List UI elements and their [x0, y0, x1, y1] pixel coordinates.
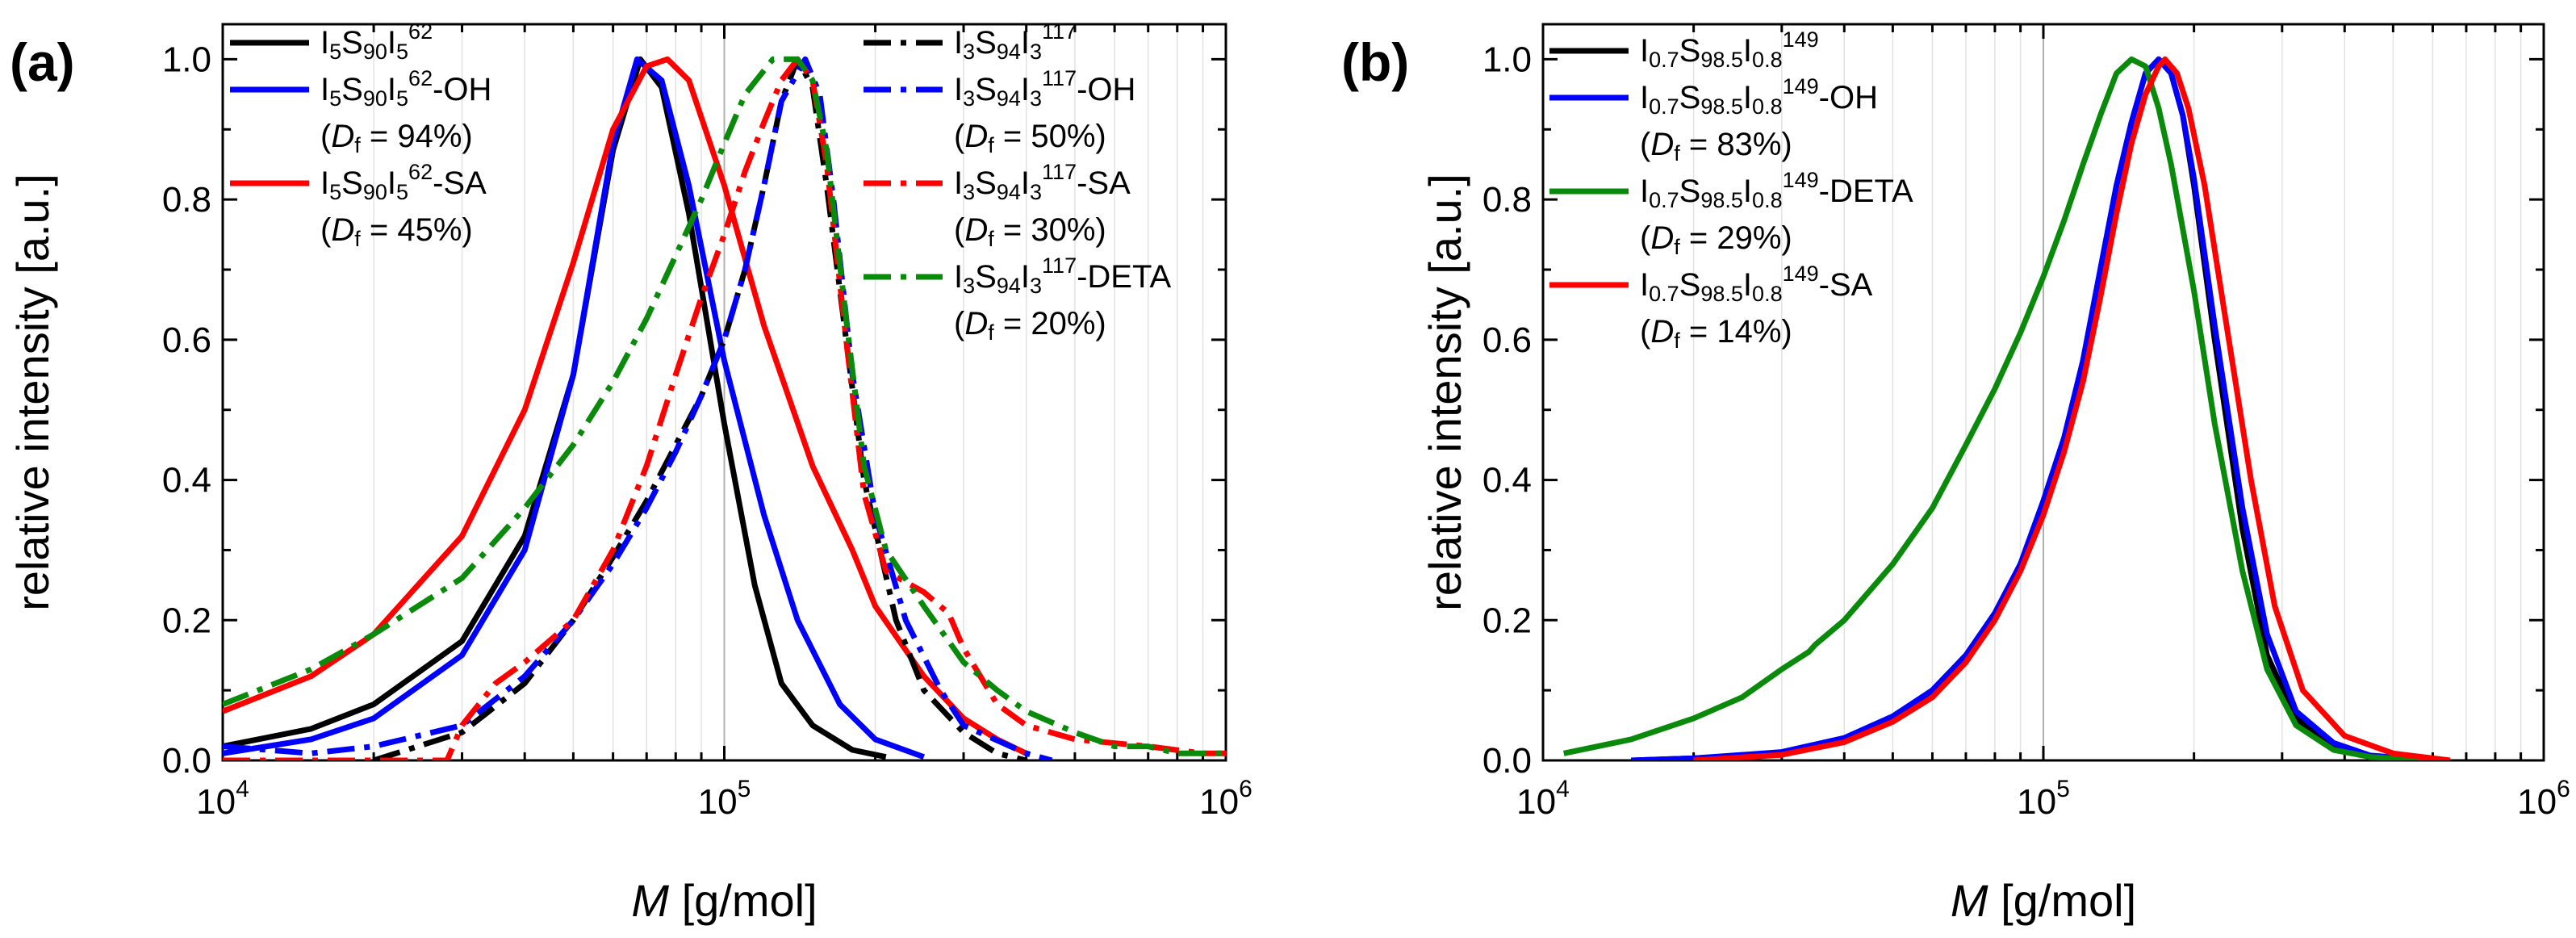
- y-axis-label: relative intensity [a.u.]: [7, 174, 58, 611]
- legend-entry: I3S94I3117-SA: [954, 160, 1131, 203]
- legend-df: (Df = 20%): [954, 306, 1106, 345]
- legend-entry: I0.7S98.5I0.8149-OH: [1640, 74, 1878, 118]
- legend-entry: I0.7S98.5I0.8149-SA: [1640, 262, 1873, 305]
- legend-entry: I5S90I562-SA: [320, 160, 487, 203]
- x-axis-label: M [g/mol]: [1951, 875, 2136, 926]
- legend-df: (Df = 29%): [1640, 220, 1792, 259]
- legend-entry: I3S94I3117-OH: [954, 66, 1135, 110]
- panel-label: (b): [1341, 32, 1409, 92]
- series-group: [223, 56, 1226, 760]
- series-line-7: [223, 56, 1226, 756]
- panel-b: 104 105 106 0.0 0.2 0.4 0.6 0.8 1.0 M [g/mol] rela…: [1341, 23, 2570, 926]
- y-tick-label: 0.8: [162, 180, 211, 220]
- x-gridlines: [1692, 24, 2522, 760]
- x-tick-label: 104: [196, 776, 249, 822]
- y-tick-label: 0.2: [1482, 601, 1532, 640]
- series-line-3: [1562, 56, 2426, 760]
- y-tick-label: 0.2: [162, 601, 211, 640]
- legend-df: (Df = 14%): [1640, 314, 1792, 353]
- legend-df: (Df = 50%): [954, 119, 1106, 157]
- series-line-2: [223, 56, 925, 760]
- x-axis-label: M [g/mol]: [631, 875, 817, 926]
- x-tick-label: 106: [1199, 776, 1252, 822]
- legend-df: (Df = 30%): [954, 212, 1106, 251]
- series-line-2: [1631, 56, 2433, 760]
- legend-entry: I3S94I3117: [954, 19, 1077, 63]
- legend-df: (Df = 83%): [1640, 127, 1792, 165]
- legend-entry: I0.7S98.5I0.8149-DETA: [1640, 168, 1913, 211]
- legend-df: (Df = 94%): [320, 119, 473, 157]
- y-tick-label: 0.0: [162, 741, 211, 781]
- series-group: [1562, 56, 2451, 760]
- series-line-6: [223, 56, 1226, 760]
- legend-entry: I3S94I3117-DETA: [954, 253, 1171, 297]
- x-tick-label: 104: [1516, 776, 1570, 822]
- y-tick-label: 0.6: [1482, 320, 1532, 360]
- panel-a: 104 105 106 0.0 0.2 0.4 0.6 0.8 1.0 M [g/mol] rela…: [7, 19, 1252, 926]
- y-tick-label: 0.4: [1482, 461, 1532, 500]
- series-line-1: [223, 56, 887, 760]
- series-line-1: [1631, 56, 2415, 760]
- legend-entry: I5S90I562: [320, 19, 433, 63]
- x-tick-label: 106: [2517, 776, 2570, 822]
- y-axis-label: relative intensity [a.u.]: [1420, 174, 1470, 611]
- y-tick-label: 0.4: [162, 461, 211, 500]
- y-tick-label: 1.0: [162, 40, 211, 79]
- y-tick-label: 0.6: [162, 320, 211, 360]
- legend-df: (Df = 45%): [320, 212, 473, 251]
- y-tick-label: 1.0: [1482, 40, 1532, 79]
- series-line-4: [373, 56, 1027, 760]
- x-tick-label: 105: [2017, 776, 2070, 822]
- series-line-5: [223, 56, 1053, 760]
- panel-label: (a): [10, 32, 75, 92]
- y-tick-label: 0.8: [1482, 180, 1532, 220]
- x-tick-label: 105: [698, 776, 751, 822]
- legend-entry: I0.7S98.5I0.8149: [1640, 27, 1819, 71]
- legend-entry: I5S90I562-OH: [320, 66, 491, 110]
- y-tick-label: 0.0: [1482, 741, 1532, 781]
- series-line-3: [223, 56, 1028, 756]
- x-gridlines: [373, 24, 1204, 760]
- series-line-4: [1693, 56, 2451, 760]
